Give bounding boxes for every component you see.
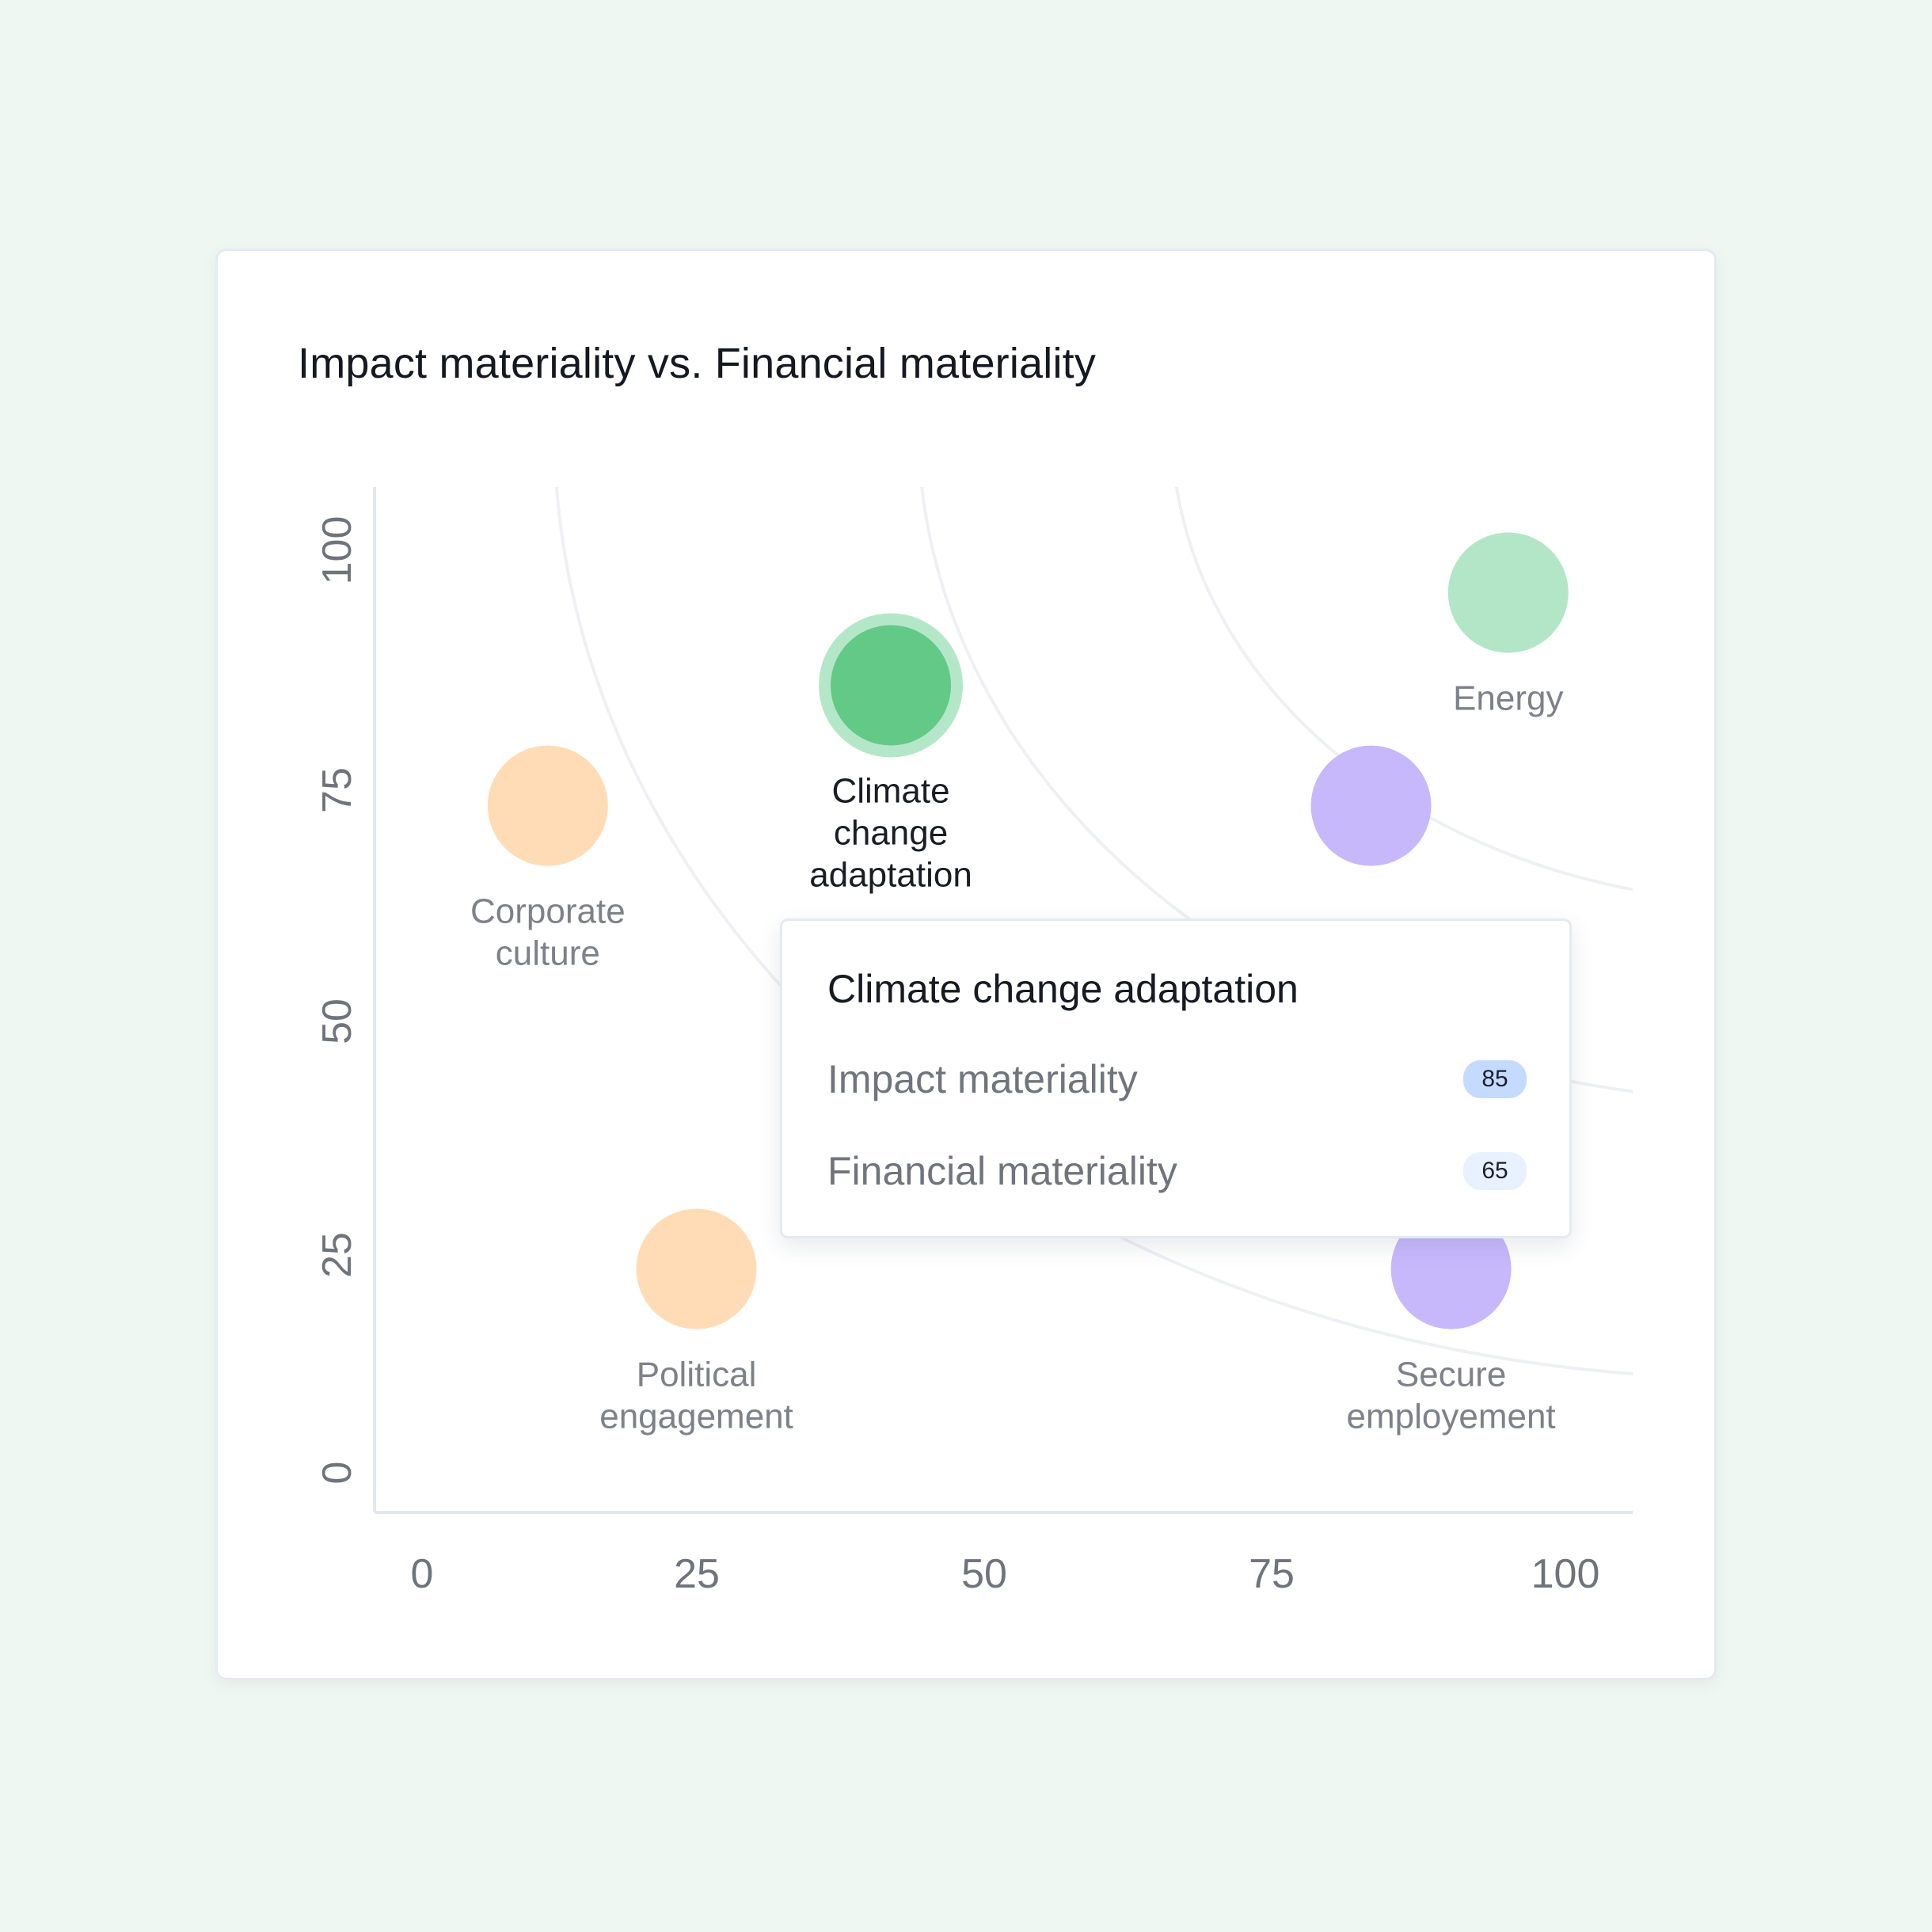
tooltip-value-badge: 65 [1463,1152,1527,1190]
point-label: Climate [831,772,949,811]
data-point[interactable]: Secure employement [1347,1208,1556,1436]
background-arc [1174,487,1633,892]
tooltip-row-financial: Financial materiality 65 [827,1147,1527,1195]
point-marker[interactable] [1447,532,1569,653]
data-point[interactable] [1310,745,1432,866]
y-tick-label: 75 [314,767,360,813]
point-label: culture [496,934,600,973]
y-tick-label: 50 [314,998,360,1044]
point-label: engagement [599,1398,793,1436]
tooltip-title: Climate change adaptation [827,967,1299,1011]
tooltip-value-badge: 85 [1463,1060,1527,1098]
point-label: change [834,814,948,853]
tooltip-row-label: Financial materiality [827,1149,1177,1193]
x-tick-label: 100 [1531,1551,1600,1597]
ticks: 0 25 50 75 100 0 25 50 75 100 [314,516,1599,1597]
point-tooltip: Climate change adaptation Impact materia… [780,918,1572,1238]
chart-title: Impact materiality vs. Financial materia… [298,340,1097,387]
y-tick-label: 100 [314,516,360,585]
point-marker[interactable] [1310,745,1432,866]
point-label: Political [637,1356,757,1394]
x-tick-label: 50 [961,1551,1007,1597]
data-point[interactable]: Energy [1447,532,1569,718]
x-tick-label: 75 [1249,1551,1295,1597]
point-marker[interactable] [1390,1208,1512,1329]
axes [373,487,1633,1514]
x-tick-label: 0 [411,1551,434,1597]
point-label: Corporate [470,892,626,931]
data-point[interactable]: Political engagement [599,1208,793,1436]
x-tick-label: 25 [674,1551,720,1597]
y-tick-label: 0 [314,1462,360,1485]
point-label: employement [1347,1398,1556,1436]
point-label: Secure [1396,1356,1506,1394]
point-marker[interactable] [636,1208,757,1329]
point-marker[interactable] [487,745,608,866]
point-marker[interactable] [831,625,952,746]
point-label: Energy [1453,679,1563,718]
y-tick-label: 25 [314,1232,360,1278]
tooltip-row-label: Impact materiality [827,1057,1138,1101]
tooltip-row-impact: Impact materiality 85 [827,1055,1527,1103]
point-label: adaptation [809,856,972,895]
